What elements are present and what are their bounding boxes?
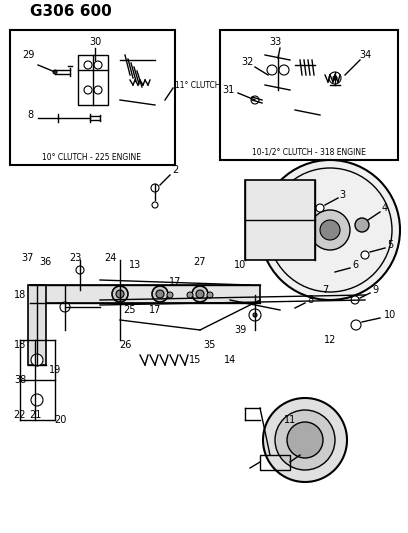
Text: 25: 25 — [124, 305, 136, 315]
Circle shape — [196, 290, 204, 298]
Circle shape — [207, 292, 213, 298]
Text: 11° CLUTCH: 11° CLUTCH — [175, 80, 220, 90]
Text: 15: 15 — [189, 355, 201, 365]
Circle shape — [53, 70, 57, 74]
Text: 10: 10 — [384, 310, 396, 320]
Text: 7: 7 — [322, 285, 328, 295]
Text: 2: 2 — [172, 165, 178, 175]
Text: 17: 17 — [149, 305, 161, 315]
Text: 17: 17 — [169, 277, 181, 287]
Circle shape — [151, 184, 159, 192]
Text: 34: 34 — [359, 50, 371, 60]
Text: 18: 18 — [14, 290, 26, 300]
Circle shape — [84, 61, 92, 69]
Text: 35: 35 — [204, 340, 216, 350]
Bar — [260, 455, 290, 470]
Circle shape — [355, 218, 369, 232]
Text: 11: 11 — [284, 415, 296, 425]
Circle shape — [60, 302, 70, 312]
Circle shape — [167, 292, 173, 298]
Text: 20: 20 — [54, 415, 66, 425]
Bar — [220, 30, 398, 160]
Text: 18: 18 — [14, 340, 26, 350]
Circle shape — [112, 286, 128, 302]
Circle shape — [156, 290, 164, 298]
Text: 32: 32 — [242, 57, 254, 67]
Circle shape — [116, 290, 124, 298]
Bar — [245, 180, 315, 260]
Circle shape — [84, 86, 92, 94]
Circle shape — [187, 292, 193, 298]
Circle shape — [31, 354, 43, 366]
Circle shape — [287, 422, 323, 458]
Circle shape — [253, 313, 257, 317]
Text: 21: 21 — [29, 410, 41, 420]
Text: 4: 4 — [382, 203, 388, 213]
Circle shape — [152, 202, 158, 208]
Text: 5: 5 — [387, 240, 393, 250]
Text: 10: 10 — [234, 260, 246, 270]
Text: 31: 31 — [222, 85, 234, 95]
Circle shape — [333, 76, 337, 80]
Circle shape — [76, 266, 84, 274]
Text: 3: 3 — [339, 190, 345, 200]
Circle shape — [361, 251, 369, 259]
Circle shape — [316, 204, 324, 212]
Text: 36: 36 — [39, 257, 51, 267]
Text: 24: 24 — [104, 253, 116, 263]
Circle shape — [94, 61, 102, 69]
Text: 22: 22 — [14, 410, 26, 420]
Bar — [78, 55, 108, 105]
Text: 19: 19 — [49, 365, 61, 375]
Text: 8: 8 — [307, 295, 313, 305]
Text: 26: 26 — [119, 340, 131, 350]
Circle shape — [351, 320, 361, 330]
Text: 14: 14 — [224, 355, 236, 365]
Text: 13: 13 — [129, 260, 141, 270]
Text: 6: 6 — [352, 260, 358, 270]
Text: 38: 38 — [14, 375, 26, 385]
Text: 39: 39 — [234, 325, 246, 335]
Text: 8: 8 — [27, 110, 33, 120]
Circle shape — [192, 286, 208, 302]
Circle shape — [329, 72, 341, 84]
Circle shape — [267, 65, 277, 75]
Text: 33: 33 — [269, 37, 281, 47]
Circle shape — [31, 394, 43, 406]
Circle shape — [94, 86, 102, 94]
Circle shape — [279, 65, 289, 75]
Circle shape — [320, 220, 340, 240]
Text: 23: 23 — [69, 253, 81, 263]
Circle shape — [152, 286, 168, 302]
Circle shape — [251, 96, 259, 104]
Text: 12: 12 — [324, 335, 336, 345]
Text: 29: 29 — [22, 50, 34, 60]
Circle shape — [275, 410, 335, 470]
Circle shape — [260, 160, 400, 300]
Text: 10° CLUTCH - 225 ENGINE: 10° CLUTCH - 225 ENGINE — [42, 152, 142, 161]
Bar — [30, 285, 260, 303]
Text: 10-1/2° CLUTCH - 318 ENGINE: 10-1/2° CLUTCH - 318 ENGINE — [252, 148, 366, 157]
Text: G306 600: G306 600 — [30, 4, 112, 20]
Circle shape — [351, 296, 359, 304]
Text: 30: 30 — [89, 37, 101, 47]
Circle shape — [263, 398, 347, 482]
Bar — [10, 30, 175, 165]
Circle shape — [249, 309, 261, 321]
Text: 37: 37 — [22, 253, 34, 263]
Text: 27: 27 — [194, 257, 206, 267]
Bar — [28, 285, 46, 365]
Circle shape — [310, 210, 350, 250]
Text: 9: 9 — [372, 285, 378, 295]
